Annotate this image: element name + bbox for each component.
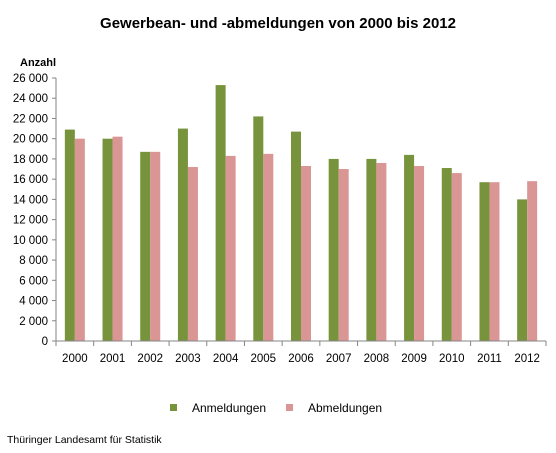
bar-anmeldungen bbox=[102, 138, 113, 341]
y-tick-label: 8 000 bbox=[19, 255, 48, 267]
x-tick-label: 2001 bbox=[100, 353, 126, 365]
y-tick-label: 22 000 bbox=[13, 113, 48, 125]
x-tick-label: 2005 bbox=[251, 353, 277, 365]
x-tick-label: 2002 bbox=[137, 353, 163, 365]
y-tick-label: 26 000 bbox=[13, 73, 48, 85]
x-tick-label: 2003 bbox=[175, 353, 201, 365]
x-tick-label: 2011 bbox=[477, 353, 502, 365]
bar-anmeldungen bbox=[177, 128, 188, 341]
legend: Anmeldungen Abmeldungen bbox=[170, 401, 382, 415]
y-axis-label: Anzahl bbox=[20, 57, 56, 69]
bars bbox=[64, 85, 538, 341]
bar-anmeldungen bbox=[215, 85, 226, 341]
bar-anmeldungen bbox=[404, 154, 415, 341]
bar-abmeldungen bbox=[489, 182, 500, 341]
bar-anmeldungen bbox=[291, 131, 301, 341]
y-tick-label: 18 000 bbox=[13, 154, 48, 166]
bar-anmeldungen bbox=[441, 168, 452, 341]
bar-abmeldungen bbox=[263, 153, 274, 341]
legend-swatch bbox=[286, 404, 293, 411]
bar-anmeldungen bbox=[64, 129, 75, 341]
y-tick-label: 4 000 bbox=[19, 296, 48, 308]
bar-anmeldungen bbox=[517, 199, 528, 341]
bar-abmeldungen bbox=[301, 166, 311, 341]
y-tick-label: 6 000 bbox=[19, 275, 48, 287]
bar-abmeldungen bbox=[150, 151, 161, 341]
y-tick-label: 10 000 bbox=[13, 235, 48, 247]
bar-anmeldungen bbox=[253, 116, 264, 341]
bar-abmeldungen bbox=[112, 136, 123, 341]
bar-abmeldungen bbox=[376, 162, 387, 341]
y-tick-label: 12 000 bbox=[13, 215, 48, 227]
bar-abmeldungen bbox=[451, 173, 462, 341]
x-tick-label: 2009 bbox=[401, 353, 427, 365]
x-axis: 2000 2001 2002 2003 2004 2005 2006 2007 2008 2009… bbox=[55, 340, 547, 365]
x-tick-label: 2000 bbox=[62, 353, 88, 365]
legend-label: Abmeldungen bbox=[308, 401, 382, 415]
y-axis: 0 2 000 4 000 6 000 8 000 10 000 12 000 14 000 1… bbox=[13, 73, 57, 348]
y-tick-label: 20 000 bbox=[13, 134, 48, 146]
x-tick-label: 2007 bbox=[326, 353, 352, 365]
y-tick-label: 16 000 bbox=[13, 174, 48, 186]
x-tick-label: 2008 bbox=[364, 353, 390, 365]
source-note: Thüringer Landesamt für Statistik bbox=[7, 434, 162, 446]
bar-abmeldungen bbox=[74, 138, 85, 341]
x-tick-label: 2006 bbox=[288, 353, 314, 365]
bar-abmeldungen bbox=[187, 167, 198, 341]
bar-anmeldungen bbox=[140, 151, 151, 341]
legend-swatch bbox=[170, 404, 177, 411]
legend-label: Anmeldungen bbox=[192, 401, 266, 415]
y-tick-label: 24 000 bbox=[13, 93, 48, 105]
chart-title: Gewerbean- und -abmeldungen von 2000 bis… bbox=[100, 15, 456, 32]
bar-anmeldungen bbox=[328, 158, 339, 341]
bar-abmeldungen bbox=[414, 166, 425, 341]
y-tick-label: 0 bbox=[42, 336, 48, 348]
y-tick-label: 14 000 bbox=[13, 194, 48, 206]
bar-abmeldungen bbox=[225, 155, 236, 341]
x-tick-label: 2004 bbox=[213, 353, 239, 365]
bar-anmeldungen bbox=[366, 158, 377, 341]
bar-abmeldungen bbox=[527, 181, 538, 341]
y-tick-label: 2 000 bbox=[19, 316, 48, 328]
x-tick-label: 2010 bbox=[439, 353, 465, 365]
bar-abmeldungen bbox=[338, 169, 349, 341]
bar-anmeldungen bbox=[479, 182, 490, 341]
x-tick-label: 2012 bbox=[514, 353, 540, 365]
